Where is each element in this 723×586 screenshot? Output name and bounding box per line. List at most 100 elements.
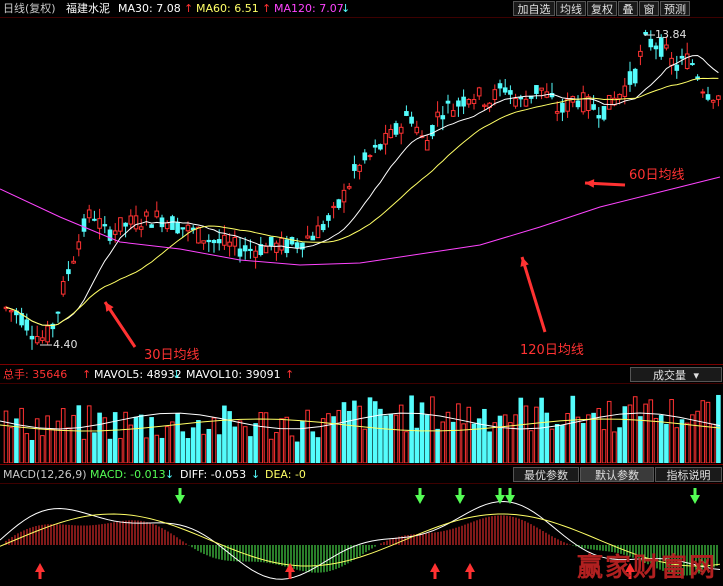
candle-body: [679, 55, 685, 59]
tab-optimal-params[interactable]: 最优参数: [513, 467, 579, 482]
volume-bar: [497, 415, 503, 463]
diff-line: [0, 500, 721, 580]
volume-bar: [50, 429, 56, 463]
candle-body: [331, 205, 336, 209]
candle-body: [627, 71, 633, 85]
volume-bar: [575, 416, 581, 463]
ma60-arrow-head: [585, 179, 595, 188]
candle-body: [55, 311, 61, 314]
volume-bar: [180, 431, 186, 463]
candle-body: [19, 313, 24, 326]
candle-body: [133, 215, 139, 230]
panel-divider-2: [0, 464, 723, 465]
volume-bar: [606, 400, 612, 463]
candle-body: [102, 224, 108, 227]
candle-body: [222, 234, 227, 246]
candle-body: [29, 335, 35, 340]
candle-body: [268, 236, 274, 247]
volume-bar: [284, 416, 290, 463]
volume-bar: [14, 418, 19, 463]
window-button[interactable]: 窗: [639, 1, 659, 16]
dea-line: [0, 513, 721, 567]
candle-body: [513, 98, 518, 107]
mavol5-down-icon: ↓: [172, 368, 182, 381]
volume-bar: [289, 435, 295, 463]
volume-bar: [404, 431, 409, 463]
sell-signal-icon: [458, 488, 462, 495]
volume-bar: [107, 438, 113, 463]
forecast-button[interactable]: 预测: [660, 1, 690, 16]
candlestick-chart[interactable]: [0, 17, 723, 362]
volume-bar: [544, 412, 550, 463]
volume-chart[interactable]: [0, 383, 723, 463]
candle-body: [606, 94, 612, 110]
candle-body: [362, 152, 368, 161]
volume-bar: [560, 425, 565, 463]
volume-bar: [128, 424, 134, 463]
adjust-button[interactable]: 复权: [587, 1, 617, 16]
indicator-select[interactable]: 成交量 ▾: [630, 367, 722, 382]
ma30-line: [5, 54, 719, 327]
candle-body: [601, 106, 607, 120]
volume-bar: [632, 396, 638, 463]
candle-body: [170, 216, 175, 230]
volume-bar: [695, 410, 700, 463]
volume-bar: [502, 414, 508, 463]
volume-bar: [367, 397, 373, 463]
sell-signal-icon: [455, 495, 465, 504]
volume-bar: [170, 421, 175, 463]
volume-bar: [190, 427, 196, 463]
sell-signal-icon: [693, 488, 697, 495]
volume-bar: [690, 414, 695, 463]
buy-signal-icon: [285, 563, 295, 572]
volume-bar: [482, 408, 487, 463]
add-watchlist-button[interactable]: 加自选: [513, 1, 555, 16]
ma-button[interactable]: 均线: [556, 1, 586, 16]
volume-bar: [492, 422, 498, 463]
candle-body: [674, 64, 680, 71]
tab-default-params[interactable]: 默认参数: [580, 467, 654, 482]
ma30-annotation: 30日均线: [144, 348, 200, 363]
period-label: 日线(复权): [3, 2, 56, 15]
candle-body: [34, 336, 40, 344]
tab-indicator-help[interactable]: 指标说明: [655, 467, 722, 482]
ma60-up-icon: ↑: [262, 2, 272, 15]
candle-body: [710, 99, 716, 103]
volume-bar: [305, 409, 310, 463]
candle-body: [404, 111, 409, 116]
candle-body: [414, 126, 420, 134]
overlay-button[interactable]: 叠: [618, 1, 638, 16]
candle-body: [300, 242, 305, 250]
ma60-line: [5, 77, 719, 327]
candle-body: [196, 226, 201, 244]
sell-signal-icon: [415, 495, 425, 504]
ma120-value: MA120: 7.07: [274, 2, 344, 15]
volume-bar: [144, 437, 149, 463]
volume-bar: [435, 428, 440, 463]
candle-body: [149, 224, 154, 228]
candle-body: [690, 63, 695, 66]
volume-bar: [565, 412, 570, 463]
volume-bar: [378, 408, 383, 463]
candle-body: [24, 319, 30, 331]
buy-signal-icon: [628, 572, 632, 579]
candle-body: [263, 245, 269, 254]
volume-bar: [456, 403, 461, 463]
volume-bar: [237, 420, 243, 463]
candle-body: [159, 217, 165, 228]
candle-body: [497, 83, 503, 89]
volume-bar: [372, 401, 378, 463]
volume-bar: [133, 416, 139, 463]
volume-bar: [653, 417, 659, 463]
high-price-label: 13.84: [655, 28, 687, 41]
candle-body: [294, 242, 300, 248]
volume-bar: [279, 418, 284, 463]
volume-bar: [658, 415, 664, 463]
volume-bar: [554, 424, 560, 463]
candle-body: [118, 217, 123, 232]
volume-bar: [310, 431, 316, 463]
volume-bar: [643, 403, 648, 463]
volume-bar: [66, 427, 71, 463]
volume-bar: [331, 416, 336, 463]
macd-chart[interactable]: [0, 483, 723, 586]
